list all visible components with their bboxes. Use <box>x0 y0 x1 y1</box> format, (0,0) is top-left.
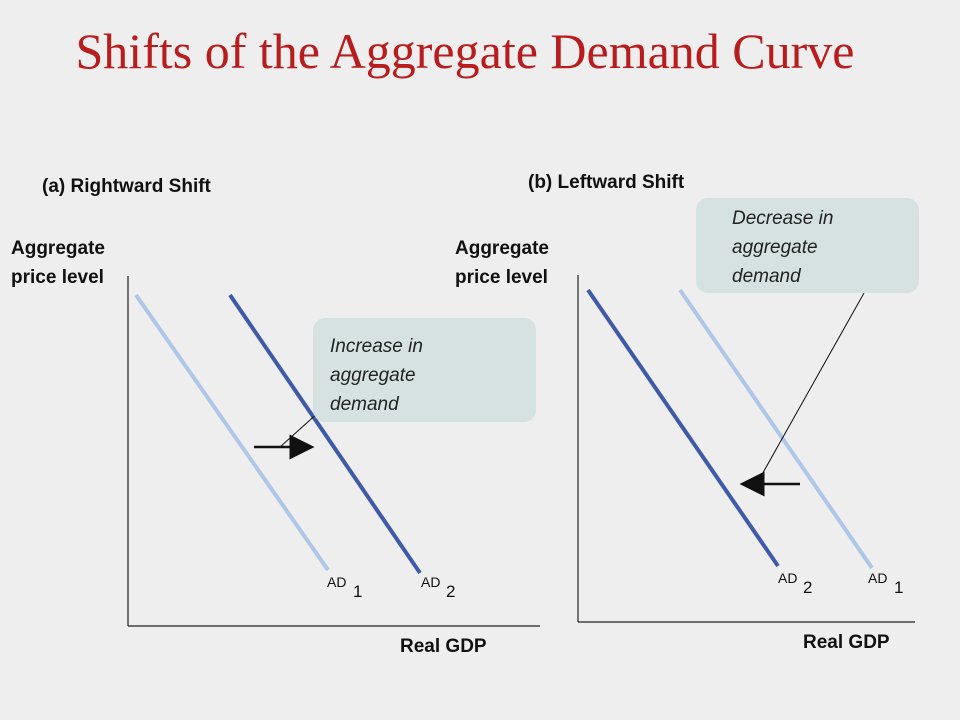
panel-a-label: (a) Rightward Shift <box>42 176 211 197</box>
panel-b-callout-line3: demand <box>732 266 801 287</box>
panel-a-callout-line2: aggregate <box>330 365 416 386</box>
panel-b-callout-pointer <box>759 292 865 479</box>
panel-b-ad1-label-sub: 1 <box>894 578 904 597</box>
panel-a-ad2-label: AD 2 <box>421 574 455 601</box>
panel-b-label: (b) Leftward Shift <box>528 172 685 193</box>
panel-a-callout: Increase in aggregate demand <box>313 318 536 422</box>
panel-b-ad2-label-sub: 2 <box>803 578 813 597</box>
panel-b-callout: Decrease in aggregate demand <box>696 198 919 293</box>
panel-a-ad1-label: AD 1 <box>327 574 362 601</box>
panel-b-ad2-label-main: AD <box>778 570 798 586</box>
panel-a-y-axis-label: Aggregate price level <box>11 234 105 292</box>
panel-b-y-axis-line1: Aggregate <box>455 238 549 259</box>
slide-title: Shifts of the Aggregate Demand Curve <box>75 23 855 79</box>
panel-b-ad1-label: AD 1 <box>868 570 903 597</box>
panel-a-y-axis-line1: Aggregate <box>11 238 105 259</box>
panel-a-x-axis-label: Real GDP <box>400 636 487 657</box>
panel-a-ad1-curve <box>134 293 330 572</box>
panel-a-callout-line1: Increase in <box>330 336 423 357</box>
panel-a-y-axis-line2: price level <box>11 267 104 288</box>
panel-b-ad2-curve <box>586 288 780 568</box>
panel-b-ad1-label-main: AD <box>868 570 888 586</box>
panel-a-ad2-curve <box>228 293 422 575</box>
panel-b-x-axis-label: Real GDP <box>803 632 890 653</box>
panel-b-ad2-label: AD 2 <box>778 570 812 597</box>
panel-a-ad1-label-sub: 1 <box>353 582 363 601</box>
panel-b-callout-line2: aggregate <box>732 237 818 258</box>
panel-b-axes <box>577 275 915 623</box>
panel-a-ad2-label-sub: 2 <box>446 582 456 601</box>
panel-a-ad2-label-main: AD <box>421 574 441 590</box>
panel-b-y-axis-line2: price level <box>455 267 548 288</box>
panel-a-callout-line3: demand <box>330 394 399 415</box>
panel-a-ad1-label-main: AD <box>327 574 347 590</box>
panel-a-axes <box>127 276 540 627</box>
panel-b-callout-line1: Decrease in <box>732 208 834 229</box>
panel-b-y-axis-label: Aggregate price level <box>455 234 549 292</box>
panel-b-ad1-curve <box>678 288 874 570</box>
